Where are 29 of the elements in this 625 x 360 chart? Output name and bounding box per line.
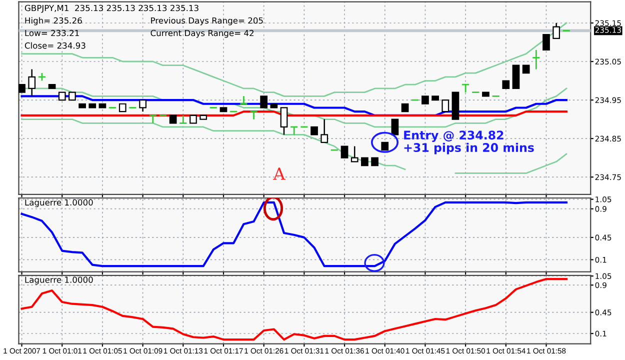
candlestick — [320, 118, 328, 144]
candlestick — [532, 49, 540, 70]
candlestick — [552, 22, 560, 40]
annotation: Previous Days Range= 205 — [151, 17, 263, 26]
candlestick — [391, 118, 399, 136]
candlestick — [260, 96, 268, 108]
candlestick — [250, 110, 258, 120]
chart-title: Laguerre 1.0000 — [25, 199, 93, 208]
annotation: Low= 233.21 — [25, 30, 79, 36]
candlestick — [280, 107, 288, 136]
candlestick — [350, 146, 358, 162]
annotation: A — [273, 168, 286, 180]
chart-title: Laguerre 1.0000 — [25, 276, 93, 284]
candlestick — [28, 68, 36, 97]
candlestick — [461, 84, 470, 94]
candlestick — [148, 114, 158, 124]
candlestick — [178, 114, 188, 124]
candlestick — [512, 64, 520, 90]
annotation: High= 235.26 — [25, 17, 82, 26]
candlestick — [139, 99, 146, 112]
annotation: Current Days Range= 42 — [150, 30, 254, 38]
chart-title: GBPJPY,M1 235.13 235.13 235.13 235.13 — [24, 4, 198, 13]
candlestick — [542, 34, 550, 51]
line-series — [20, 278, 568, 341]
annotation: Close= 234.93 — [24, 42, 86, 49]
candlestick — [442, 99, 450, 112]
annotation: Entry @ 234.82 +31 pips in 20 mins — [404, 130, 534, 154]
candlestick — [340, 146, 348, 158]
candlestick — [239, 95, 248, 105]
